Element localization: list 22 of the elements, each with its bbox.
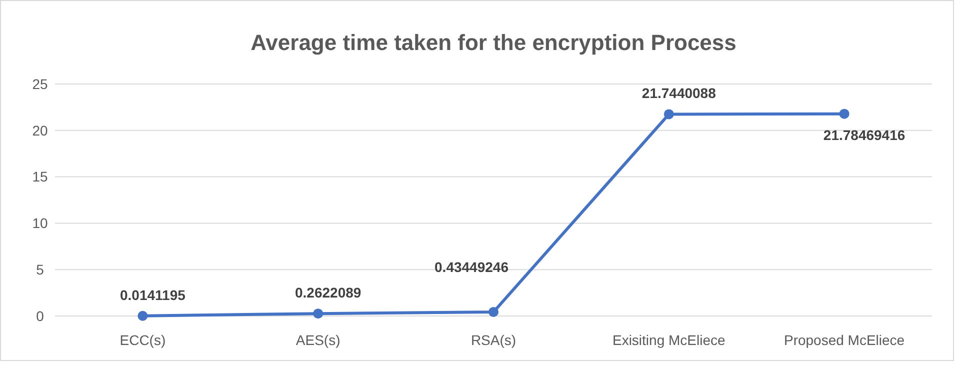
point — [664, 109, 674, 120]
point — [138, 310, 148, 321]
y-tick-label: 10 — [32, 215, 48, 232]
data-label: 21.7440088 — [642, 85, 716, 102]
x-tick-label: Exisiting McEliece — [612, 332, 726, 348]
y-tick-label: 5 — [36, 262, 44, 278]
x-tick-label: ECC(s) — [120, 332, 166, 348]
x-tick-label: RSA(s) — [470, 332, 516, 348]
point — [313, 308, 324, 319]
data-label: 0.2622089 — [295, 284, 362, 301]
y-tick-label: 15 — [32, 168, 48, 185]
x-tick-label: Proposed McEliece — [784, 332, 905, 348]
point — [839, 108, 850, 119]
y-tick-label: 0 — [36, 308, 44, 324]
y-tick-label: 25 — [32, 76, 48, 92]
point — [488, 306, 498, 317]
y-tick-label: 20 — [32, 122, 48, 138]
data-label: 0.43449246 — [434, 258, 509, 275]
chart-title: Average time taken for the encryption Process — [250, 30, 736, 55]
data-label: 21.78469416 — [823, 126, 906, 143]
data-label: 0.0141195 — [120, 286, 186, 303]
x-tick-label: AES(s) — [296, 332, 340, 348]
